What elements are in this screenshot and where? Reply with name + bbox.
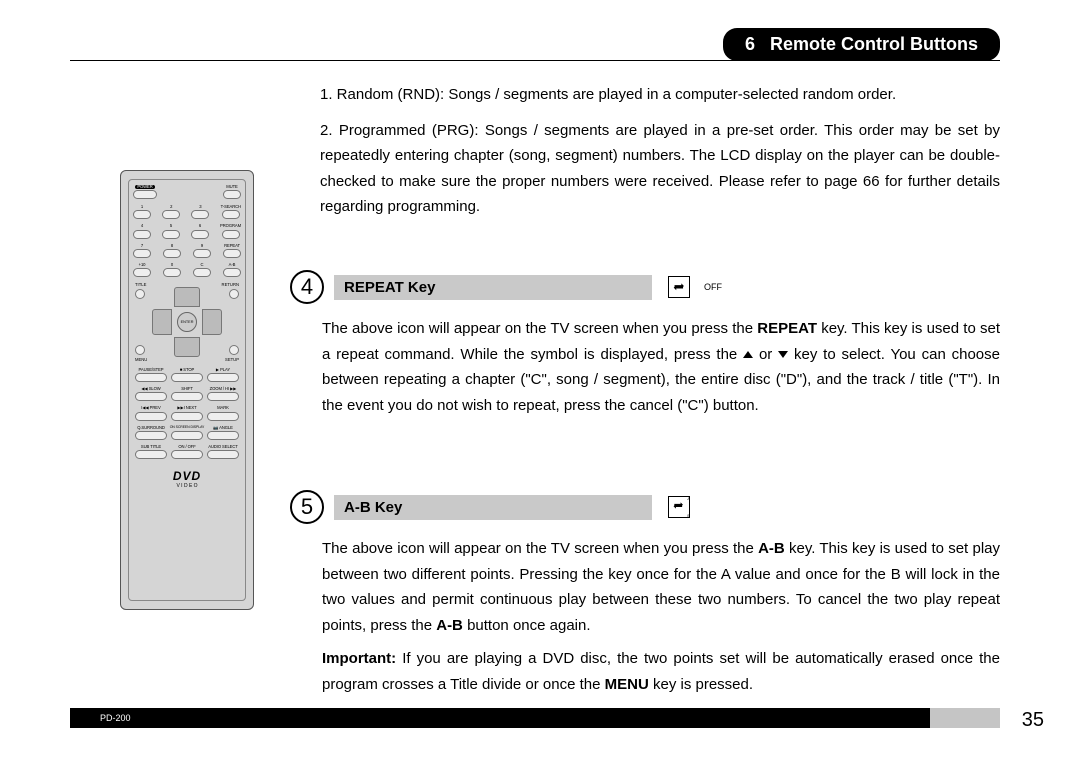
section-head: 5 A-B Key A B [290, 490, 1000, 524]
section5-para2: Important: If you are playing a DVD disc… [322, 646, 1000, 697]
footer-model-bar: PD-200 [70, 708, 930, 728]
num-9-button [193, 249, 211, 258]
page-number: 35 [1022, 709, 1044, 732]
power-label: POWER [135, 185, 154, 189]
setup-button [229, 345, 239, 355]
down-arrow-icon [778, 351, 788, 358]
next-button [171, 412, 203, 421]
num-0-button [163, 268, 181, 277]
enter-button: ENTER [177, 312, 197, 332]
shift-button [171, 392, 203, 401]
osd-button [171, 431, 203, 440]
dvd-logo: DVD V I D E O [133, 469, 241, 489]
pause-button [135, 373, 167, 382]
menu-label: MENU [135, 357, 147, 362]
title-label: TITLE [135, 282, 146, 287]
model-number: PD-200 [100, 713, 131, 723]
angle-button [207, 431, 239, 440]
section-body: The above icon will appear on the TV scr… [322, 316, 1000, 418]
mute-button [223, 190, 241, 199]
num-7-button [133, 249, 151, 258]
play-button [207, 373, 239, 382]
num-4-button [133, 230, 151, 239]
audio-button [207, 450, 239, 459]
return-button [229, 289, 239, 299]
footer-bar: PD-200 [70, 708, 1000, 728]
dpad-right [202, 309, 222, 335]
chapter-title: Remote Control Buttons [770, 34, 978, 54]
repeat-icon [668, 276, 690, 298]
c-button [193, 268, 211, 277]
slow-button [135, 392, 167, 401]
ab-button [223, 268, 241, 277]
section-number-circle: 4 [290, 270, 324, 304]
onoff-button [171, 450, 203, 459]
dpad-down [174, 337, 200, 357]
intro-block: 1. Random (RND): Songs / segments are pl… [320, 82, 1000, 230]
zoom-button [207, 392, 239, 401]
header-rule [70, 60, 1000, 61]
section-repeat-key: 4 REPEAT Key OFF The above icon will app… [290, 270, 1000, 426]
mark-button [207, 412, 239, 421]
subtitle-button [135, 450, 167, 459]
section-ab-key: 5 A-B Key A B The above icon will appear… [290, 490, 1000, 705]
setup-label: SETUP [225, 357, 239, 362]
plus10-button [133, 268, 151, 277]
mute-label: MUTE [226, 185, 237, 189]
repeat-button [223, 249, 241, 258]
section-number-circle: 5 [290, 490, 324, 524]
section-body: The above icon will appear on the TV scr… [322, 536, 1000, 697]
program-button [222, 230, 240, 239]
remote-control-diagram: POWER MUTE 1 2 3 T-SEARCH 4 5 6 PROGRAM … [120, 170, 254, 610]
dpad: ENTER [152, 287, 222, 357]
tsearch-button [222, 210, 240, 219]
num-3-button [191, 210, 209, 219]
footer-grey-segment [930, 708, 1000, 728]
intro-para-1: 1. Random (RND): Songs / segments are pl… [320, 82, 1000, 108]
dpad-up [174, 287, 200, 307]
menu-button [135, 345, 145, 355]
ab-repeat-icon: A B [668, 496, 690, 518]
section5-para1: The above icon will appear on the TV scr… [322, 536, 1000, 638]
dpad-left [152, 309, 172, 335]
chapter-number: 6 [745, 34, 755, 54]
qsurround-button [135, 431, 167, 440]
num-2-button [162, 210, 180, 219]
dpad-region: TITLE RETURN ENTER MENU SETUP [133, 282, 241, 362]
num-8-button [163, 249, 181, 258]
intro-para-2: 2. Programmed (PRG): Songs / segments ar… [320, 118, 1000, 220]
num-6-button [191, 230, 209, 239]
section-title-bar: REPEAT Key [334, 275, 652, 300]
stop-button [171, 373, 203, 382]
power-button [133, 190, 157, 199]
chapter-header: 6 Remote Control Buttons [723, 28, 1000, 61]
num-5-button [162, 230, 180, 239]
return-label: RETURN [222, 282, 239, 287]
section4-text: The above icon will appear on the TV scr… [322, 316, 1000, 418]
prev-button [135, 412, 167, 421]
section-head: 4 REPEAT Key OFF [290, 270, 1000, 304]
section-title-bar: A-B Key [334, 495, 652, 520]
num-1-button [133, 210, 151, 219]
up-arrow-icon [743, 351, 753, 358]
title-button [135, 289, 145, 299]
repeat-icon-label: OFF [704, 282, 722, 292]
